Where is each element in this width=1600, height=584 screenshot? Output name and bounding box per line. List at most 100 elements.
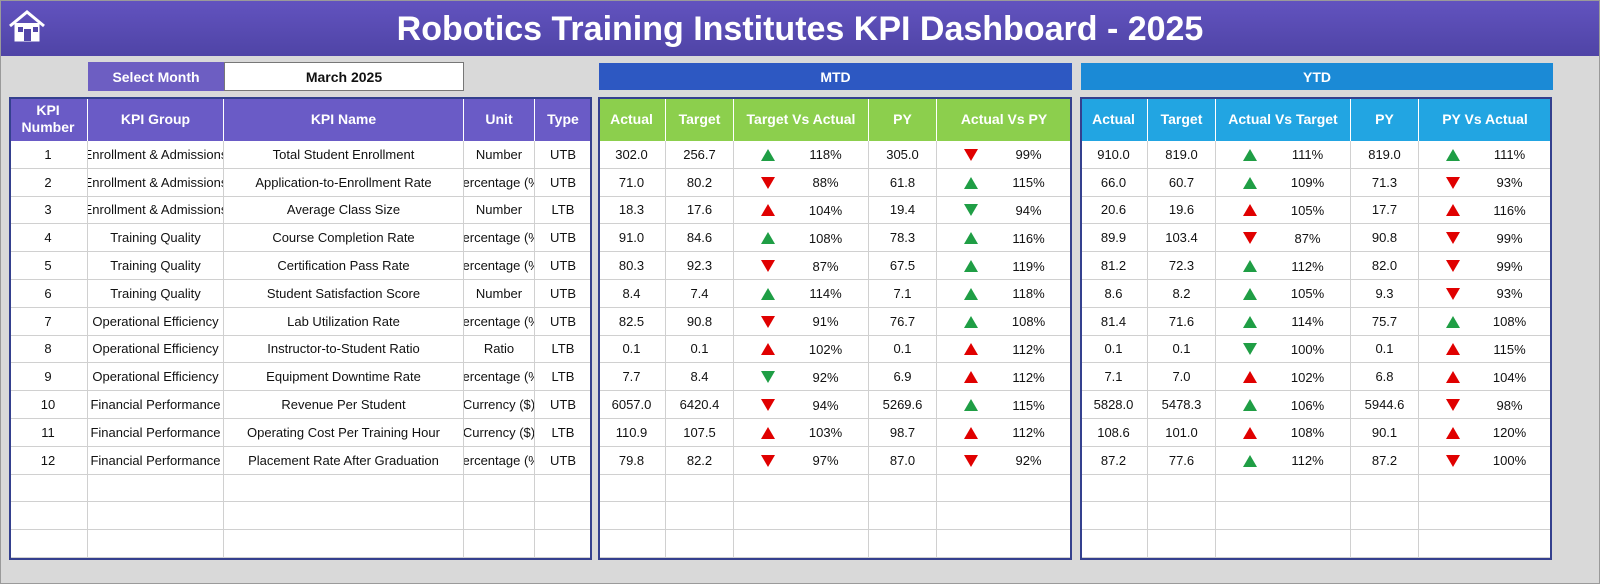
kpi-cell: Number bbox=[464, 196, 535, 225]
kpi-cell: Financial Performance bbox=[88, 419, 224, 447]
value-cell: 7.0 bbox=[1148, 363, 1216, 392]
kpi-cell: LTB bbox=[535, 196, 592, 225]
value-cell: 92.3 bbox=[666, 252, 734, 280]
value-cell: 0.1 bbox=[1080, 335, 1148, 364]
percent-label: 109% bbox=[1290, 175, 1325, 191]
value-cell: 82.2 bbox=[666, 446, 734, 475]
value-cell: 305.0 bbox=[869, 141, 937, 169]
value-cell: 90.8 bbox=[1351, 224, 1419, 253]
percent-cell: 119% bbox=[937, 252, 1072, 280]
value-cell: 0.1 bbox=[869, 335, 937, 364]
kpi-cell: Enrollment & Admissions bbox=[88, 196, 224, 225]
ytd-banner: YTD bbox=[1081, 63, 1553, 90]
percent-cell: 112% bbox=[1216, 252, 1351, 280]
percent-cell: 99% bbox=[937, 141, 1072, 169]
percent-label: 118% bbox=[809, 147, 842, 163]
empty-cell bbox=[535, 502, 592, 531]
percent-cell: 120% bbox=[1419, 419, 1552, 447]
kpi-cell: LTB bbox=[535, 419, 592, 447]
empty-cell bbox=[1216, 474, 1351, 503]
column-header: KPI Group bbox=[88, 97, 224, 141]
empty-cell bbox=[9, 530, 88, 558]
percent-cell: 106% bbox=[1216, 391, 1351, 419]
arrow-up bbox=[761, 204, 775, 217]
arrow-up bbox=[1243, 260, 1257, 273]
empty-cell bbox=[1351, 530, 1419, 558]
percent-cell: 118% bbox=[734, 141, 869, 169]
percent-label: 99% bbox=[1496, 258, 1523, 274]
kpi-cell: Enrollment & Admissions bbox=[88, 168, 224, 197]
empty-cell bbox=[869, 502, 937, 531]
kpi-cell: 3 bbox=[9, 196, 88, 225]
percent-label: 116% bbox=[1012, 230, 1045, 246]
empty-cell bbox=[1216, 502, 1351, 531]
empty-cell bbox=[88, 530, 224, 558]
percent-cell: 92% bbox=[937, 446, 1072, 475]
value-cell: 8.4 bbox=[666, 363, 734, 392]
value-cell: 7.1 bbox=[869, 280, 937, 308]
percent-label: 93% bbox=[1496, 175, 1523, 191]
kpi-cell: Certification Pass Rate bbox=[224, 252, 464, 280]
arrow-down bbox=[964, 204, 978, 217]
arrow-up bbox=[761, 148, 775, 161]
empty-cell bbox=[937, 530, 1072, 558]
empty-cell bbox=[1419, 474, 1552, 503]
value-cell: 20.6 bbox=[1080, 196, 1148, 225]
percent-cell: 114% bbox=[734, 280, 869, 308]
kpi-cell: UTB bbox=[535, 252, 592, 280]
percent-cell: 98% bbox=[1419, 391, 1552, 419]
kpi-cell: 12 bbox=[9, 446, 88, 475]
value-cell: 8.6 bbox=[1080, 280, 1148, 308]
kpi-cell: 7 bbox=[9, 307, 88, 336]
arrow-down bbox=[1446, 260, 1460, 273]
kpi-cell: 1 bbox=[9, 141, 88, 169]
arrow-up bbox=[1446, 148, 1460, 161]
kpi-cell: 5 bbox=[9, 252, 88, 280]
arrow-down bbox=[761, 454, 775, 467]
value-cell: 5828.0 bbox=[1080, 391, 1148, 419]
percent-label: 106% bbox=[1290, 397, 1325, 413]
value-cell: 91.0 bbox=[598, 224, 666, 253]
value-cell: 0.1 bbox=[666, 335, 734, 364]
kpi-cell: Currency ($) bbox=[464, 419, 535, 447]
empty-cell bbox=[734, 502, 869, 531]
arrow-up bbox=[964, 343, 978, 356]
percent-cell: 93% bbox=[1419, 280, 1552, 308]
value-cell: 256.7 bbox=[666, 141, 734, 169]
percent-cell: 91% bbox=[734, 307, 869, 336]
empty-cell bbox=[598, 502, 666, 531]
value-cell: 8.2 bbox=[1148, 280, 1216, 308]
home-icon[interactable] bbox=[7, 8, 47, 44]
percent-label: 104% bbox=[1492, 369, 1527, 385]
value-cell: 103.4 bbox=[1148, 224, 1216, 253]
percent-label: 108% bbox=[808, 230, 843, 246]
percent-cell: 92% bbox=[734, 363, 869, 392]
arrow-up bbox=[964, 399, 978, 412]
kpi-cell: Student Satisfaction Score bbox=[224, 280, 464, 308]
percent-cell: 115% bbox=[1419, 335, 1552, 364]
value-cell: 89.9 bbox=[1080, 224, 1148, 253]
percent-cell: 108% bbox=[734, 224, 869, 253]
column-header: Unit bbox=[464, 97, 535, 141]
percent-cell: 100% bbox=[1419, 446, 1552, 475]
percent-label: 92% bbox=[812, 369, 839, 385]
percent-cell: 115% bbox=[937, 168, 1072, 197]
empty-cell bbox=[535, 474, 592, 503]
kpi-cell: Revenue Per Student bbox=[224, 391, 464, 419]
value-cell: 819.0 bbox=[1148, 141, 1216, 169]
value-cell: 6.9 bbox=[869, 363, 937, 392]
empty-cell bbox=[666, 502, 734, 531]
kpi-cell: Training Quality bbox=[88, 252, 224, 280]
percent-label: 108% bbox=[1290, 425, 1325, 441]
kpi-cell: Percentage (%) bbox=[464, 168, 535, 197]
kpi-cell: UTB bbox=[535, 141, 592, 169]
arrow-down bbox=[1243, 343, 1257, 356]
month-selector[interactable]: March 2025 bbox=[224, 62, 464, 91]
percent-cell: 94% bbox=[937, 196, 1072, 225]
value-cell: 80.3 bbox=[598, 252, 666, 280]
arrow-up bbox=[964, 371, 978, 384]
empty-cell bbox=[1080, 502, 1148, 531]
percent-cell: 112% bbox=[937, 363, 1072, 392]
kpi-cell: Instructor-to-Student Ratio bbox=[224, 335, 464, 364]
arrow-up bbox=[1446, 426, 1460, 439]
